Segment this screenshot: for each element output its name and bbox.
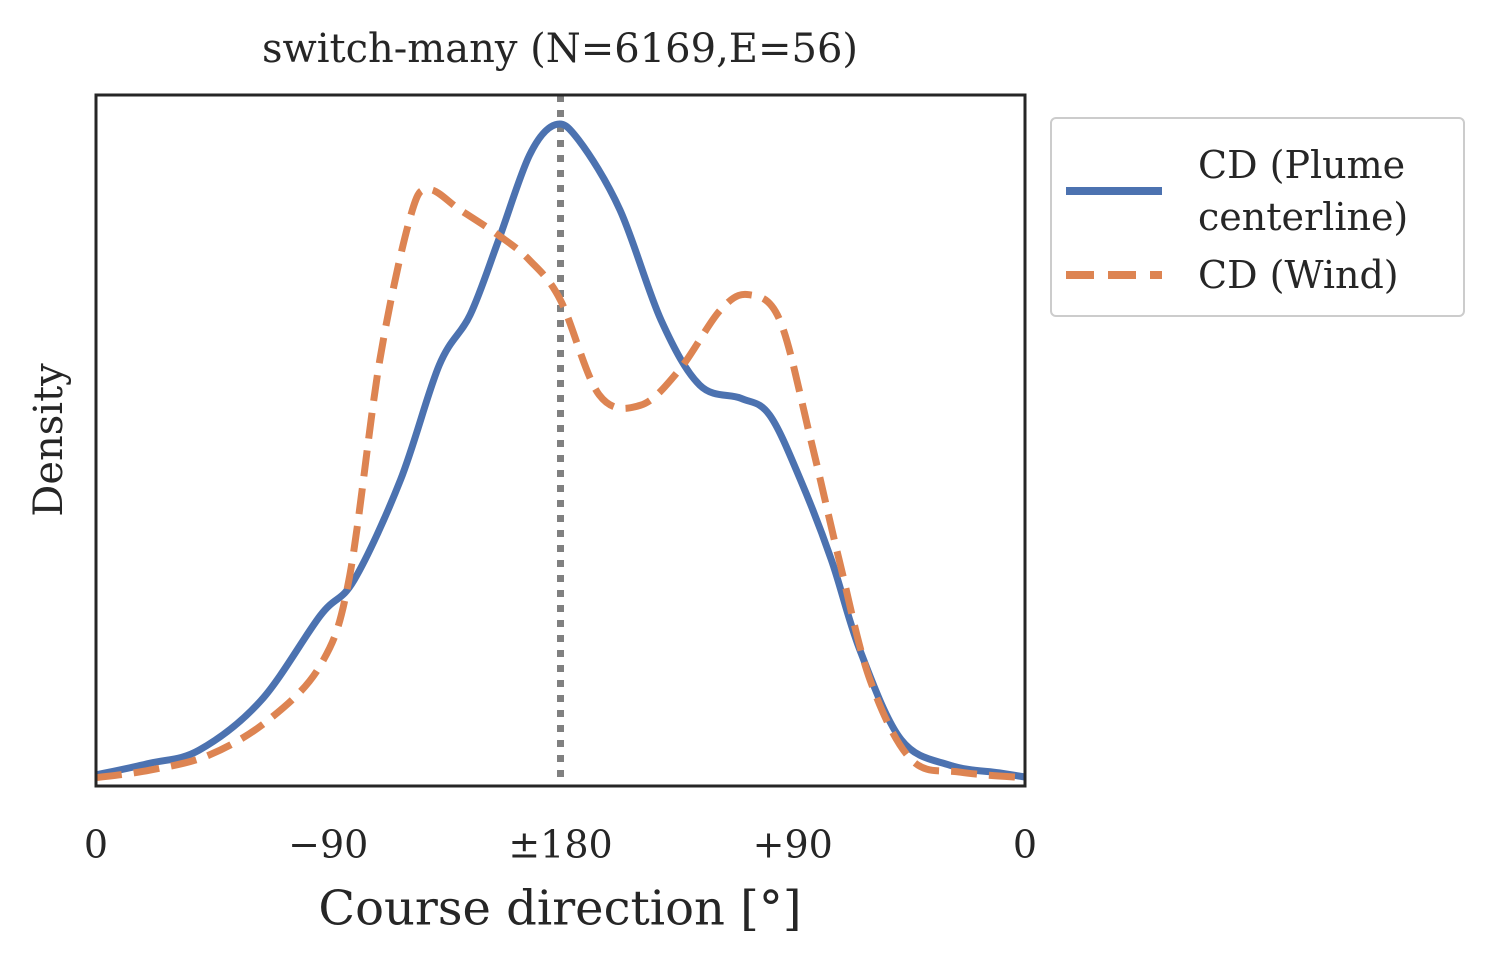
x-tick-label: −90 [288, 823, 368, 867]
legend: CD (Plume centerline) CD (Wind) [1050, 117, 1465, 317]
y-axis-label: Density [26, 363, 72, 517]
x-tick-label: 0 [84, 823, 108, 867]
x-tick-label: +90 [753, 823, 833, 867]
x-tick-label: ±180 [508, 823, 612, 867]
plot-frame [94, 93, 1027, 788]
chart-title: switch-many (N=6169,E=56) [262, 26, 858, 72]
legend-swatch [1066, 271, 1162, 279]
legend-label: CD (Wind) [1198, 253, 1399, 297]
legend-entry: CD (Plume centerline) [1052, 139, 1458, 243]
x-axis-label: Course direction [°] [318, 881, 801, 937]
density-line [95, 186, 1026, 782]
x-tick-label: 0 [1013, 823, 1037, 867]
legend-swatch [1066, 187, 1162, 195]
legend-entry: CD (Wind) [1052, 249, 1458, 301]
legend-label: CD (Plume centerline) [1198, 143, 1409, 239]
